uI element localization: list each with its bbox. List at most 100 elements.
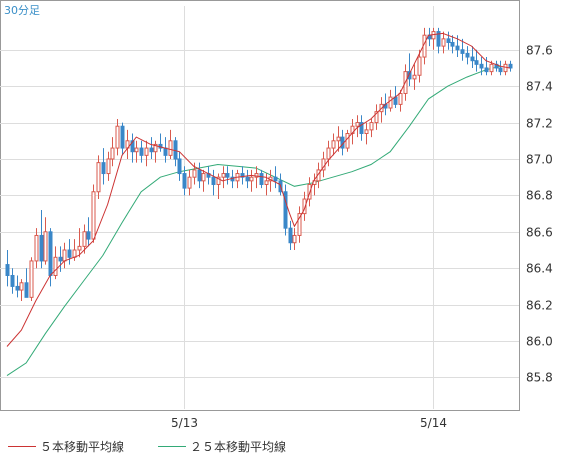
candle-down <box>58 246 63 272</box>
y-tick-label: 87.4 <box>526 80 553 94</box>
legend-label: ２５本移動平均線 <box>190 439 286 454</box>
candle-body <box>288 227 293 244</box>
candle-down <box>182 166 187 196</box>
candle-body <box>465 52 470 58</box>
candle-body <box>345 133 350 149</box>
grid-lines <box>0 6 519 409</box>
candle-up <box>96 155 101 200</box>
candle-body <box>249 176 254 182</box>
candle-body <box>163 147 168 156</box>
candle-body <box>283 191 288 229</box>
candle-down <box>67 239 72 265</box>
candle-body <box>168 140 173 156</box>
candle-body <box>58 256 63 262</box>
candle-body <box>110 147 115 160</box>
legend-label: ５本移動平均線 <box>40 439 124 454</box>
candle-body <box>5 264 10 276</box>
candle-up <box>398 89 403 112</box>
candle-up <box>369 118 374 138</box>
y-tick-label: 86.0 <box>526 335 553 349</box>
candle-body <box>192 169 197 178</box>
candle-body <box>470 56 475 62</box>
candle-body <box>498 67 503 73</box>
candle-up <box>153 140 158 163</box>
candle-body <box>436 31 441 47</box>
candle-up <box>91 184 96 243</box>
candle-down <box>130 133 135 163</box>
y-tick-label: 87.6 <box>526 44 553 58</box>
x-axis-ticks: 5/13 5/14 <box>171 416 447 430</box>
candle-body <box>292 234 297 244</box>
candle-up <box>201 169 206 192</box>
ma5-series <box>6 32 510 347</box>
candle-down <box>5 250 10 287</box>
candle-body <box>489 63 494 73</box>
candle-up <box>115 118 120 156</box>
candle-down <box>436 27 441 54</box>
candle-up <box>187 169 192 196</box>
y-axis-ticks: 85.8 86.0 86.2 86.4 86.6 86.8 87.0 87.2 87.4 87.6 <box>526 44 553 385</box>
candlestick-series <box>5 27 513 301</box>
candle-down <box>474 49 479 72</box>
candle-down <box>245 169 250 189</box>
candle-body <box>326 147 331 160</box>
candle-body <box>355 122 360 127</box>
candle-down <box>450 35 455 54</box>
candle-body <box>503 63 508 73</box>
candle-body <box>388 96 393 109</box>
candle-up <box>110 137 115 167</box>
candle-down <box>101 148 106 185</box>
candle-down <box>479 57 484 76</box>
candle-body <box>187 176 192 189</box>
candle-body <box>130 140 135 153</box>
candle-body <box>302 198 307 215</box>
candle-down <box>484 57 489 76</box>
candle-body <box>245 176 250 182</box>
candle-down <box>460 38 465 61</box>
candle-down <box>10 268 15 294</box>
y-tick-label: 86.4 <box>526 262 553 276</box>
candle-body <box>86 231 91 240</box>
candle-body <box>393 96 398 105</box>
candle-body <box>297 213 302 236</box>
candle-body <box>182 173 187 189</box>
candle-body <box>34 234 39 262</box>
candle-body <box>407 71 412 80</box>
candle-down <box>508 60 513 72</box>
candle-down <box>273 166 278 189</box>
candle-up <box>345 129 350 152</box>
candle-up <box>297 206 302 243</box>
candle-body <box>450 41 455 47</box>
candle-up <box>412 64 417 90</box>
candle-body <box>455 45 460 51</box>
candle-body <box>139 147 144 156</box>
candle-body <box>115 125 120 149</box>
candle-down <box>39 209 44 269</box>
candle-body <box>144 147 149 156</box>
candle-body <box>149 147 154 153</box>
candle-up <box>221 166 226 189</box>
candle-body <box>67 249 72 258</box>
candle-up <box>106 151 111 181</box>
y-tick-label: 86.2 <box>526 299 553 313</box>
candle-down <box>197 162 202 189</box>
candle-body <box>29 260 34 298</box>
candle-body <box>96 162 101 193</box>
candle-body <box>364 129 369 135</box>
candle-up <box>417 49 422 83</box>
candle-body <box>484 67 489 73</box>
candle-body <box>369 122 374 131</box>
candle-up <box>364 122 369 145</box>
candle-up <box>43 217 48 265</box>
candle-body <box>10 274 15 287</box>
y-tick-label: 87.0 <box>526 153 553 167</box>
candle-down <box>240 166 245 185</box>
candle-body <box>48 231 53 276</box>
candle-up <box>302 191 307 221</box>
candle-body <box>264 180 269 185</box>
y-tick-label: 87.2 <box>526 117 553 131</box>
x-tick-label: 5/14 <box>420 416 447 430</box>
candle-up <box>326 140 331 167</box>
candle-down <box>498 60 503 76</box>
